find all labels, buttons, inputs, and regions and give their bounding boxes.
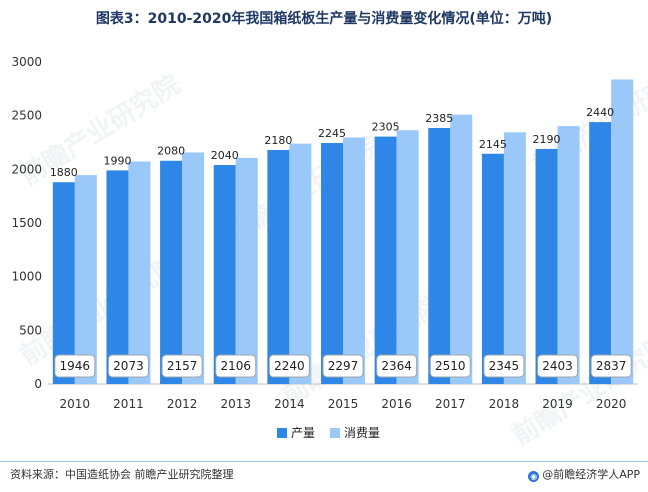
production-value-label: 2190 [533, 133, 561, 146]
bar-production [106, 170, 129, 384]
production-value-label: 2040 [211, 149, 239, 162]
consumption-value-label: 1946 [60, 359, 91, 373]
production-value-label: 2245 [318, 127, 346, 140]
consumption-value-box [590, 354, 632, 378]
bar-production [535, 148, 558, 384]
production-value-label: 2305 [372, 121, 400, 134]
x-tick-label: 2015 [328, 397, 359, 411]
bar-consumption [235, 157, 258, 384]
x-tick-label: 2020 [596, 397, 627, 411]
bar-production [267, 150, 290, 384]
x-tick-label: 2017 [435, 397, 466, 411]
chart-title: 图表3：2010-2020年我国箱纸板生产量与消费量变化情况(单位：万吨) [95, 11, 553, 27]
bar-consumption [450, 114, 473, 385]
consumption-value-box [161, 354, 203, 378]
consumption-value-label: 2297 [328, 359, 359, 373]
consumption-value-box [268, 354, 310, 378]
legend-label-production: 产量 [291, 426, 315, 440]
brand-text: @前瞻经济学人APP [542, 468, 640, 481]
consumption-value-label: 2157 [167, 359, 198, 373]
bar-consumption [182, 152, 205, 384]
consumption-value-label: 2240 [274, 359, 305, 373]
consumption-value-box [537, 354, 579, 378]
bar-production [321, 143, 343, 384]
x-tick-label: 2012 [167, 397, 198, 411]
consumption-value-box [107, 354, 149, 378]
consumption-value-label: 2837 [596, 359, 627, 373]
bar-consumption [289, 143, 312, 384]
x-tick-label: 2016 [381, 397, 412, 411]
footer-divider [0, 461, 648, 462]
legend-swatch-consumption [330, 428, 340, 438]
legend-label-consumption: 消费量 [344, 426, 380, 440]
consumption-value-box [322, 354, 364, 378]
bar-consumption [343, 137, 365, 384]
bar-production [160, 160, 183, 384]
x-tick-label: 2011 [113, 397, 144, 411]
x-tick-label: 2010 [60, 397, 91, 411]
legend-swatch-production [277, 428, 287, 438]
production-value-label: 2080 [157, 145, 185, 158]
y-tick-label: 3000 [11, 55, 42, 69]
consumption-value-label: 2106 [220, 359, 251, 373]
y-tick-label: 1500 [11, 216, 42, 230]
consumption-value-box [429, 354, 471, 378]
y-tick-label: 1000 [11, 270, 42, 284]
x-tick-label: 2019 [542, 397, 573, 411]
y-tick-label: 2000 [11, 162, 42, 176]
brand-logo-icon: ◉ [528, 471, 540, 482]
x-tick-label: 2013 [220, 397, 251, 411]
consumption-value-label: 2364 [381, 359, 412, 373]
y-tick-label: 0 [34, 377, 42, 391]
y-tick-label: 2500 [11, 109, 42, 123]
bar-production [52, 182, 75, 384]
bar-production [428, 128, 451, 384]
bar-consumption [611, 79, 634, 384]
production-value-label: 2180 [264, 134, 292, 147]
bar-production [481, 153, 504, 384]
consumption-value-label: 2345 [489, 359, 520, 373]
bar-consumption [396, 130, 419, 384]
source-note: 资料来源：中国造纸协会 前瞻产业研究院整理 [10, 468, 234, 481]
production-value-label: 2440 [586, 106, 614, 119]
y-tick-label: 500 [19, 323, 42, 337]
bar-consumption [503, 132, 526, 384]
x-tick-label: 2018 [489, 397, 520, 411]
consumption-value-label: 2073 [113, 359, 144, 373]
consumption-value-label: 2510 [435, 359, 466, 373]
consumption-value-box [54, 354, 96, 378]
consumption-value-label: 2403 [542, 359, 573, 373]
production-value-label: 2385 [425, 112, 453, 125]
production-value-label: 2145 [479, 138, 507, 151]
consumption-value-box [483, 354, 525, 378]
production-value-label: 1880 [50, 166, 78, 179]
bar-consumption [128, 161, 151, 384]
consumption-value-box [215, 354, 257, 378]
bar-consumption [557, 126, 580, 384]
bar-chart: 0 500 1000 1500 2000 2500 3000 1880 1946 2010 1990… [11, 55, 638, 440]
bar-consumption [74, 175, 97, 384]
production-value-label: 1990 [103, 154, 131, 167]
bar-production [589, 122, 612, 385]
x-tick-label: 2014 [274, 397, 305, 411]
bar-production [374, 136, 397, 384]
consumption-value-box [376, 354, 418, 378]
bar-production [213, 165, 236, 384]
brand-credit: ◉ @前瞻经济学人APP [528, 466, 640, 482]
